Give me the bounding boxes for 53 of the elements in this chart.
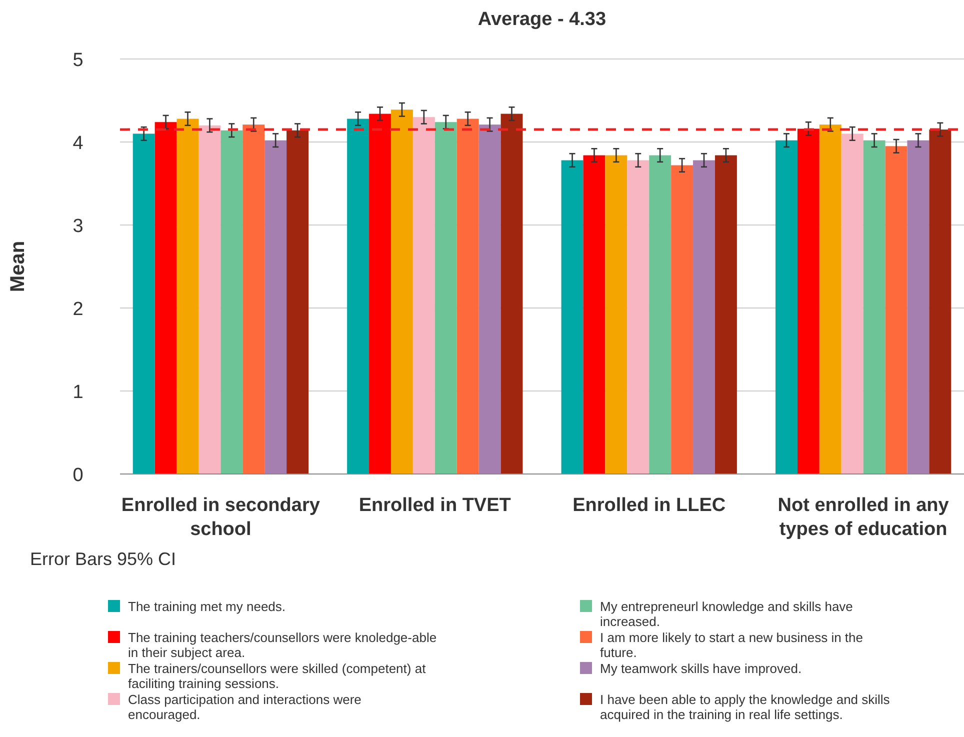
bar bbox=[671, 165, 694, 474]
bar bbox=[714, 155, 737, 474]
bar bbox=[907, 140, 930, 474]
bar bbox=[561, 160, 584, 474]
bar bbox=[693, 160, 715, 474]
bar bbox=[347, 118, 370, 474]
x-tick-label: Enrolled in TVET bbox=[358, 495, 512, 516]
chart-title: Average - 4.33 bbox=[478, 9, 606, 30]
bar bbox=[456, 118, 479, 474]
bar bbox=[627, 160, 650, 474]
y-tick-label: 3 bbox=[72, 216, 84, 237]
bar bbox=[434, 122, 457, 474]
legend-label: The training met my needs. bbox=[128, 599, 286, 614]
bar bbox=[369, 114, 391, 474]
bar bbox=[863, 140, 886, 474]
bar bbox=[264, 140, 287, 474]
bar bbox=[885, 146, 908, 474]
bar bbox=[478, 124, 501, 474]
bar bbox=[819, 124, 842, 474]
legend-label: I am more likely to start a new business in the future. bbox=[600, 630, 864, 660]
bar bbox=[649, 155, 672, 474]
text: Error Bars 95% CI bbox=[30, 549, 176, 569]
x-tick-label: Enrolled in LLEC bbox=[572, 495, 726, 516]
bar bbox=[220, 130, 243, 474]
y-tick-label: 5 bbox=[72, 50, 84, 71]
bar bbox=[412, 117, 435, 474]
bar bbox=[242, 124, 265, 474]
y-tick-label: 2 bbox=[72, 299, 84, 320]
legend-label: I have been able to apply the knowledge and skills acquired in the training in real life settings. bbox=[600, 692, 890, 722]
y-tick-label: 0 bbox=[72, 465, 84, 486]
bar bbox=[605, 155, 628, 474]
legend-label: My teamwork skills have improved. bbox=[600, 661, 802, 676]
bar bbox=[132, 134, 155, 474]
y-axis-title: Mean bbox=[7, 240, 29, 292]
bar bbox=[176, 118, 199, 474]
legend-label: Class participation and interactions were encouraged. bbox=[128, 692, 362, 722]
bar bbox=[841, 134, 864, 474]
bar bbox=[198, 125, 221, 474]
legend-label: The training teachers/counsellors were knoledge-able in their subject area. bbox=[128, 630, 437, 660]
legend-label: My entrepreneurl knowledge and skills have increased. bbox=[600, 599, 853, 629]
bar bbox=[775, 140, 798, 474]
x-tick-label: Not enrolled in any types of education bbox=[778, 495, 950, 540]
legend-label: The trainers/counsellors were skilled (competent) at faciliting training sessions. bbox=[128, 661, 426, 691]
y-tick-label: 1 bbox=[72, 382, 84, 403]
bar bbox=[583, 155, 606, 474]
bar bbox=[390, 110, 413, 474]
y-tick-label: 4 bbox=[72, 133, 84, 154]
bar bbox=[154, 122, 177, 474]
x-tick-label: Enrolled in secondary school bbox=[121, 495, 320, 540]
bar bbox=[500, 114, 523, 474]
bar bbox=[797, 128, 820, 474]
bar bbox=[286, 130, 309, 474]
bar bbox=[929, 130, 952, 474]
